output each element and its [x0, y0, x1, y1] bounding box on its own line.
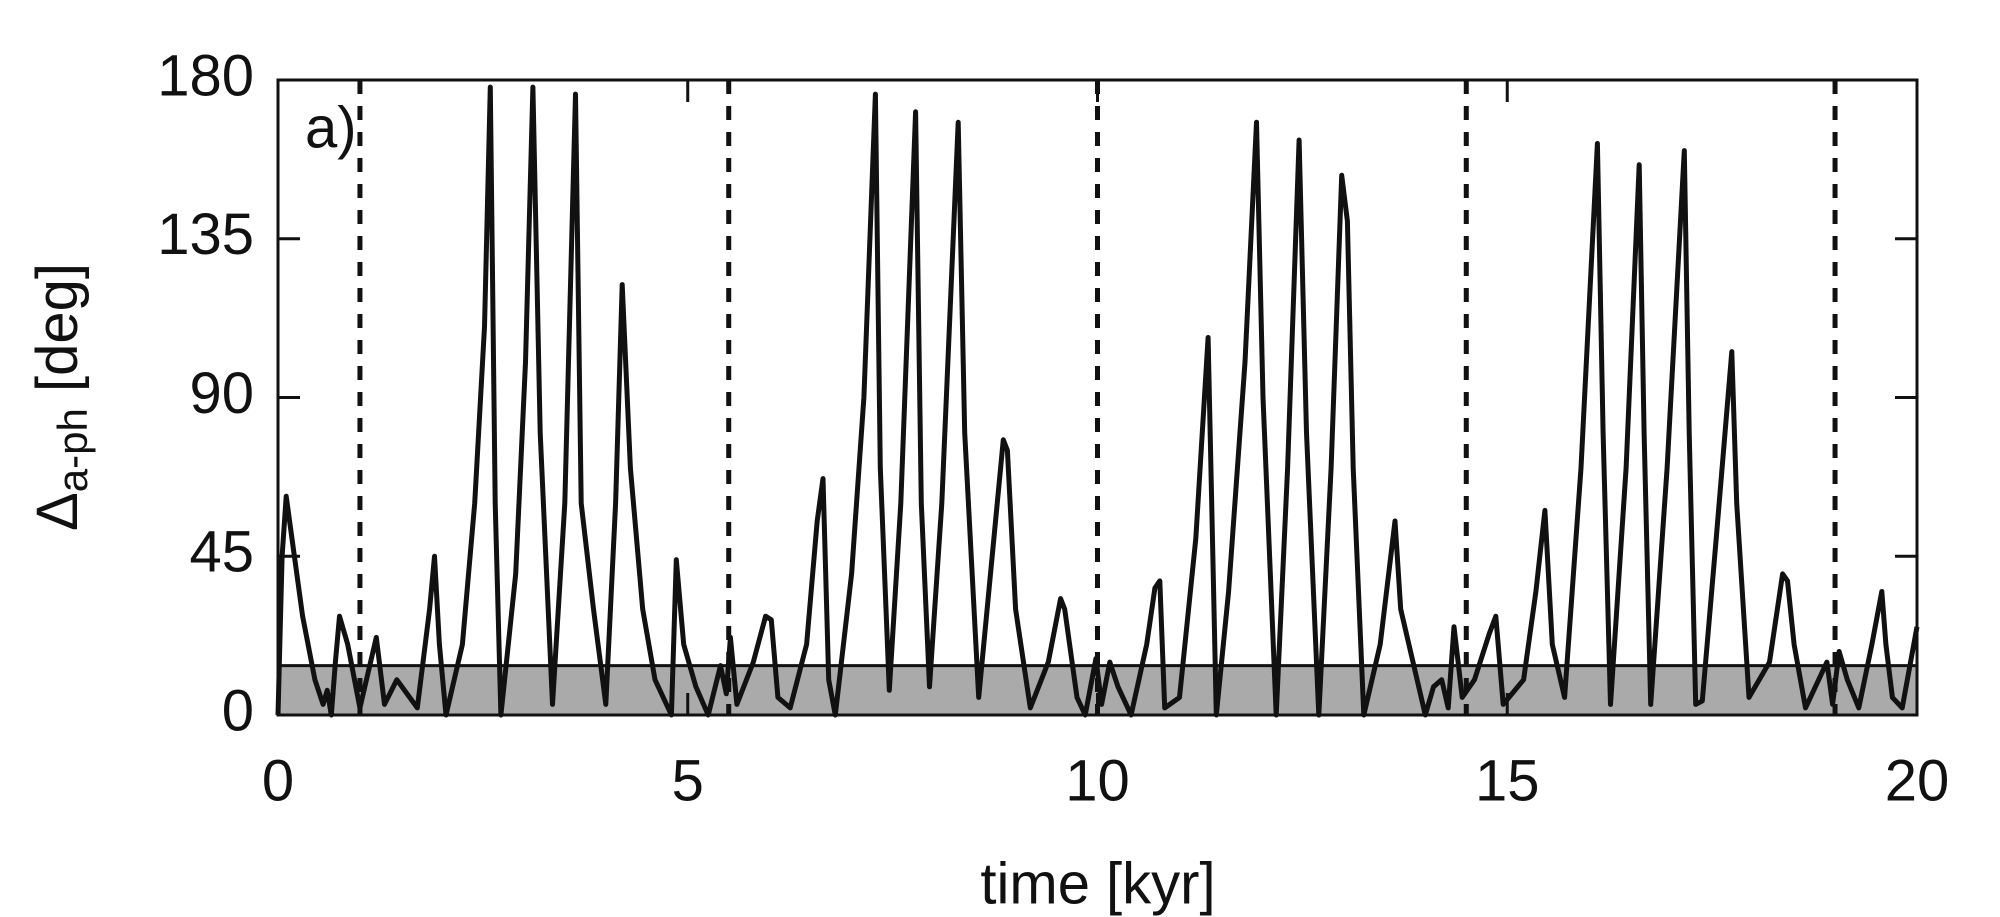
y-tick-label: 45: [189, 520, 254, 585]
y-label-symbol: Δ: [25, 492, 90, 531]
x-axis-label: time [kyr]: [980, 851, 1215, 916]
y-tick-label: 135: [157, 202, 254, 267]
y-tick-label: 90: [189, 361, 254, 426]
x-tick-label: 15: [1475, 748, 1540, 813]
data-line: [275, 84, 1920, 718]
y-tick-label: 180: [157, 43, 254, 108]
y-label-unit: [deg]: [25, 263, 90, 408]
y-label-subscript: a-ph: [49, 408, 96, 492]
x-tick-label: 0: [262, 748, 294, 813]
panel-annotation: a): [305, 95, 357, 160]
y-tick-label: 0: [222, 678, 254, 743]
x-tick-label: 5: [672, 748, 704, 813]
x-tick-label: 10: [1065, 748, 1130, 813]
x-tick-label: 20: [1885, 748, 1950, 813]
y-axis-label: Δa-ph [deg]: [25, 263, 96, 531]
